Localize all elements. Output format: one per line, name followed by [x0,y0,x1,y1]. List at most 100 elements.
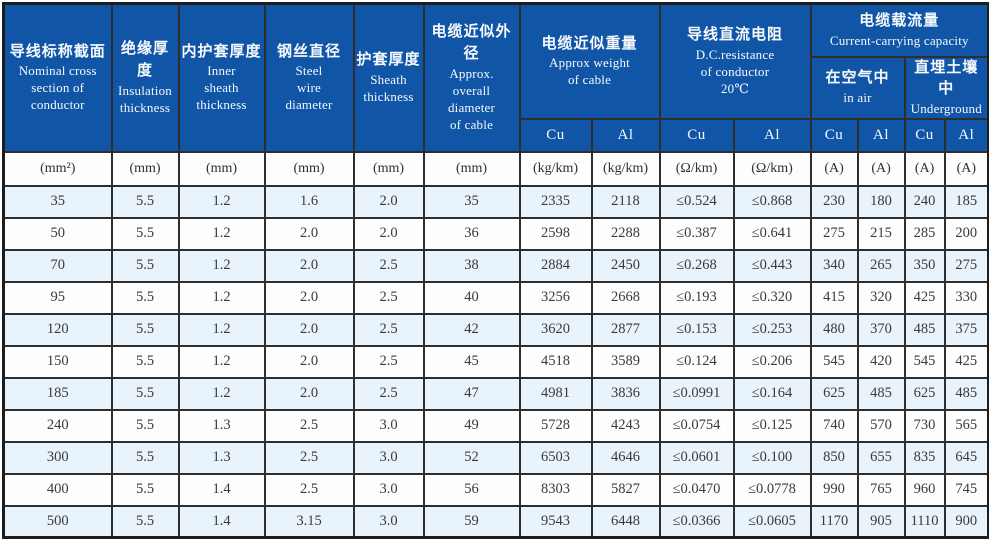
data-cell: 150 [2,344,113,379]
table-row: 50 5.5 1.2 2.0 2.0 36 2598 2288 ≤0.387 ≤… [2,216,989,251]
col-header-sheath-thickness: 护套厚度 Sheath thickness [352,2,425,153]
data-cell: ≤0.268 [658,248,735,283]
unit-cell: (mm) [263,150,355,187]
table-header: 导线标称截面 Nominal cross section of conducto… [2,2,989,187]
unit-cell: (kg/km) [518,150,593,187]
data-cell: 425 [903,280,946,315]
data-cell: ≤0.0991 [658,376,735,411]
data-cell: 480 [809,312,859,347]
data-cell: 2118 [590,184,661,219]
data-cell: 9543 [518,504,593,539]
data-cell: 765 [856,472,906,507]
data-cell: 900 [943,504,989,539]
data-cell: 960 [903,472,946,507]
data-cell: 2.5 [352,248,425,283]
unit-cell: (Ω/km) [732,150,812,187]
data-cell: 740 [809,408,859,443]
data-cell: 3836 [590,376,661,411]
data-cell: 425 [943,344,989,379]
data-cell: 1.6 [263,184,355,219]
data-cell: 3.0 [352,440,425,475]
data-cell: 3256 [518,280,593,315]
header-zh: 直埋土壤中 [914,59,979,98]
data-cell: 275 [809,216,859,251]
data-cell: ≤0.125 [732,408,812,443]
data-cell: 1.2 [177,184,266,219]
data-cell: 415 [809,280,859,315]
group-header-approx-weight: 电缆近似重量 Approx weight of cable [518,2,661,120]
data-cell: 8303 [518,472,593,507]
data-cell: 400 [2,472,113,507]
header-en: Underground [910,101,982,116]
metal-header-weight-al: Al [590,117,661,153]
header-zh: 电缆近似外径 [431,24,512,63]
data-cell: 2.5 [352,312,425,347]
data-cell: 200 [943,216,989,251]
header-en: Approx. overall diameter of cable [447,65,496,132]
data-cell: 5728 [518,408,593,443]
unit-cell: (mm) [110,150,180,187]
header-zh: 绝缘厚度 [120,41,169,80]
unit-cell: (A) [943,150,989,187]
col-header-nominal-cross-section: 导线标称截面 Nominal cross section of conducto… [2,2,113,153]
data-cell: 2.5 [263,472,355,507]
header-zh: 钢丝直径 [276,43,341,60]
data-cell: 4646 [590,440,661,475]
data-cell: 1110 [903,504,946,539]
data-cell: 3.0 [352,504,425,539]
data-cell: 5827 [590,472,661,507]
data-cell: 240 [2,408,113,443]
data-cell: ≤0.0366 [658,504,735,539]
data-cell: 3.15 [263,504,355,539]
metal-header-underground-al: Al [943,117,989,153]
group-header-current-carrying-capacity: 电缆载流量 Current-carrying capacity [809,2,989,58]
data-cell: 1.4 [177,472,266,507]
data-cell: 2.5 [352,280,425,315]
data-cell: ≤0.100 [732,440,812,475]
data-cell: 485 [943,376,989,411]
data-cell: 2.0 [352,216,425,251]
data-cell: 3620 [518,312,593,347]
header-en: D.C.resistance of conductor 20℃ [695,46,775,96]
metal-header-resistance-al: Al [732,117,812,153]
data-cell: 35 [2,184,113,219]
data-cell: 2.0 [263,344,355,379]
header-en: Inner sheath thickness [196,63,247,113]
data-cell: ≤0.124 [658,344,735,379]
header-en: in air [843,90,872,106]
data-cell: ≤0.206 [732,344,812,379]
unit-cell: (A) [903,150,946,187]
data-cell: ≤0.524 [658,184,735,219]
header-zh: 在空气中 [825,70,890,87]
data-cell: 545 [809,344,859,379]
data-cell: 52 [422,440,521,475]
metal-header-resistance-cu: Cu [658,117,735,153]
data-cell: 2.5 [263,440,355,475]
data-cell: 5.5 [110,312,180,347]
table-row: 150 5.5 1.2 2.0 2.5 45 4518 3589 ≤0.124 … [2,344,989,379]
units-row: (mm²) (mm) (mm) (mm) (mm) (mm) (kg/km) (… [2,150,989,187]
data-cell: 120 [2,312,113,347]
data-cell: 5.5 [110,344,180,379]
header-zh: 内护套厚度 [181,43,262,60]
header-en: Current-carrying capacity [829,32,969,48]
data-cell: ≤0.0778 [732,472,812,507]
data-cell: ≤0.0754 [658,408,735,443]
data-cell: 70 [2,248,113,283]
col-header-approx-overall-diameter: 电缆近似外径 Approx. overall diameter of cable [422,2,521,153]
data-cell: 3589 [590,344,661,379]
data-cell: 2.0 [263,216,355,251]
data-cell: 350 [903,248,946,283]
data-cell: 2.0 [352,184,425,219]
table-row: 400 5.5 1.4 2.5 3.0 56 8303 5827 ≤0.0470… [2,472,989,507]
data-cell: 905 [856,504,906,539]
data-cell: 5.5 [110,248,180,283]
table-body: 35 5.5 1.2 1.6 2.0 35 2335 2118 ≤0.524 ≤… [2,184,989,539]
data-cell: 2.0 [263,312,355,347]
data-cell: 5.5 [110,280,180,315]
data-cell: 2877 [590,312,661,347]
table-row: 70 5.5 1.2 2.0 2.5 38 2884 2450 ≤0.268 ≤… [2,248,989,283]
data-cell: 5.5 [110,504,180,539]
table-row: 500 5.5 1.4 3.15 3.0 59 9543 6448 ≤0.036… [2,504,989,539]
data-cell: 50 [2,216,113,251]
